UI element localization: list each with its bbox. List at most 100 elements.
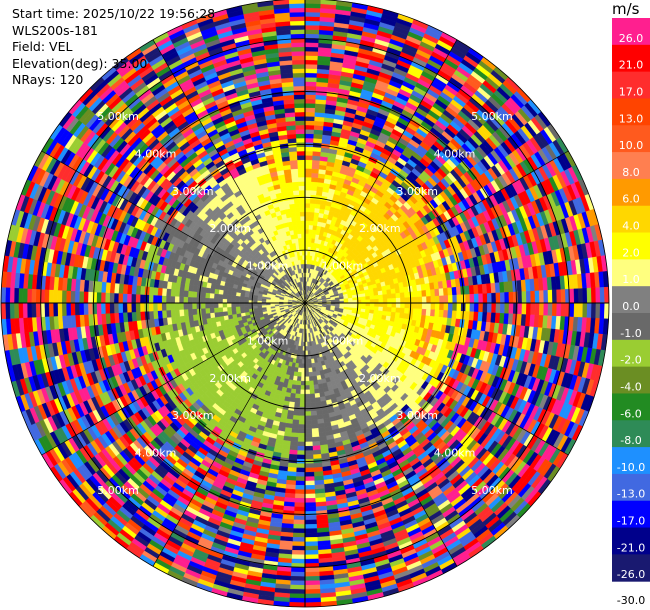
velocity-gate [310,185,318,191]
velocity-gate [294,493,306,499]
velocity-gate [413,296,419,304]
velocity-gate [304,0,322,5]
velocity-gate [378,298,384,304]
velocity-gate [304,228,310,234]
velocity-gate [569,288,575,304]
velocity-gate [304,176,312,182]
velocity-gate [573,302,579,318]
velocity-gate [365,305,371,311]
velocity-gate [308,229,313,235]
velocity-gate [311,168,320,174]
velocity-gate [434,309,440,318]
velocity-gate [304,476,315,482]
velocity-gate [465,302,471,312]
velocity-gate [382,298,388,304]
velocity-gate [313,388,320,394]
velocity-gate [473,302,479,313]
velocity-gate [456,302,462,312]
velocity-gate [304,467,315,473]
velocity-gate [456,294,462,304]
velocity-gate [307,350,311,356]
velocity-gate [491,302,497,314]
velocity-gate [292,410,300,417]
velocity-gate [300,376,306,382]
velocity-gate [451,310,458,320]
velocity-gate [304,111,316,117]
velocity-gate [304,16,321,22]
velocity-gate [292,528,306,534]
velocity-gate [309,203,316,209]
ppi-plot: 1.00km1.00km1.00km1.00km2.00km2.00km2.00… [0,0,610,608]
velocity-gate [311,163,320,170]
velocity-gate [404,291,410,299]
velocity-gate [304,372,310,378]
velocity-gate [304,98,316,104]
velocity-gate [314,397,321,403]
velocity-gate [408,291,414,298]
velocity-gate [430,302,436,311]
velocity-gate [486,292,492,304]
velocity-gate [290,432,299,438]
velocity-gate [311,176,319,183]
velocity-gate [309,207,316,213]
velocity-gate [378,306,384,312]
velocity-gate [307,358,312,364]
velocity-gate [294,393,301,399]
velocity-gate [310,194,317,200]
velocity-gate [304,181,312,187]
velocity-gate [304,376,310,382]
velocity-gate [304,133,315,139]
velocity-gate [311,172,319,178]
velocity-gate [289,597,306,603]
velocity-gate [314,207,321,214]
velocity-gate [521,291,527,304]
velocity-gate [292,532,306,538]
velocity-gate [297,445,306,451]
velocity-gate [439,302,445,311]
velocity-gate [369,295,375,300]
velocity-gate [297,371,302,377]
velocity-gate [304,393,311,399]
velocity-gate [310,410,318,417]
velocity-gate [304,7,321,13]
velocity-gate [304,198,311,204]
velocity-gate [314,392,321,399]
velocity-gate [465,294,471,304]
velocity-gate [590,302,597,319]
velocity-gate [295,480,306,486]
velocity-gate [304,502,316,508]
velocity-gate [364,292,371,297]
velocity-gate [599,287,605,304]
velocity-gate [543,302,549,316]
velocity-gate [309,216,315,222]
velocity-gate [395,302,401,309]
velocity-gate [304,207,311,213]
velocity-gate [304,124,315,130]
velocity-gate [304,85,317,91]
velocity-gate [417,302,423,310]
velocity-gate [314,203,321,209]
velocity-gate [421,296,427,304]
velocity-gate [304,72,318,78]
velocity-gate [599,302,605,319]
velocity-gate [382,306,388,312]
velocity-gate [304,549,319,556]
velocity-gate [295,389,301,395]
velocity-gate [311,423,319,430]
velocity-gate [499,302,506,314]
velocity-gate [560,289,566,304]
velocity-gate [556,302,562,317]
velocity-gate [304,168,313,174]
velocity-gate [304,172,313,178]
velocity-gate [400,297,406,304]
velocity-gate [304,441,313,447]
velocity-gate [304,493,316,499]
velocity-gate [304,541,318,547]
velocity-gate [495,292,501,304]
velocity-gate [308,367,313,373]
velocity-gate [560,302,566,317]
velocity-gate [304,224,310,230]
velocity-gate [304,497,316,504]
velocity-gate [293,406,300,412]
velocity-gate [291,558,306,564]
